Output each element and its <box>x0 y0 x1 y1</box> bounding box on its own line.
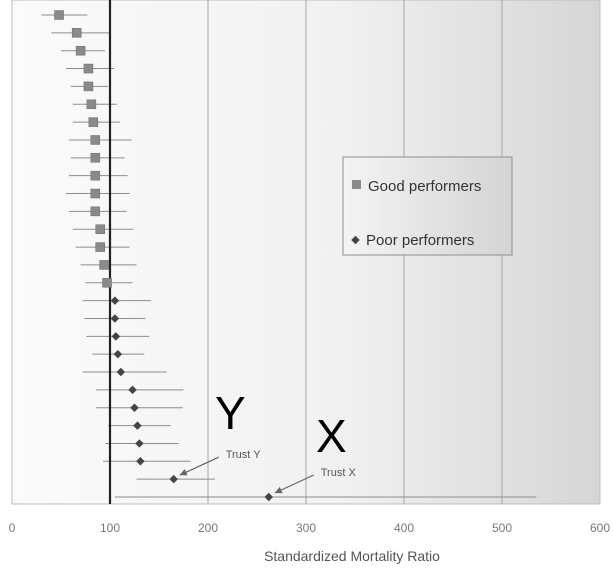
legend-entry-poor: Poor performers <box>366 232 474 249</box>
poor-performer-point <box>133 421 142 430</box>
poor-performer-point <box>111 332 121 341</box>
x-tick-label: 300 <box>296 521 316 535</box>
legend-diamond-icon <box>351 235 360 245</box>
good-performer-point <box>90 153 101 163</box>
annotation-trust-y: Trust Y <box>226 449 262 461</box>
poor-performer-point <box>130 403 139 412</box>
good-performer-point <box>95 242 105 252</box>
good-performer-point <box>54 10 64 20</box>
poor-performer-point <box>116 367 126 377</box>
good-performer-point <box>99 260 109 270</box>
poor-performer-point <box>264 492 274 502</box>
poor-performer-point <box>110 296 120 305</box>
annotations: Trust Y Trust X <box>179 449 357 494</box>
x-tick-label: 500 <box>492 521 512 535</box>
poor-performer-point <box>110 314 120 323</box>
good-performer-point <box>95 224 105 234</box>
legend-square-icon <box>352 180 361 189</box>
x-axis-title: Standardized Mortality Ratio <box>264 548 440 564</box>
poor-performer-point <box>169 474 178 484</box>
good-performer-point <box>88 117 99 127</box>
good-performer-point <box>102 278 112 288</box>
x-tick-label: 600 <box>590 521 610 535</box>
good-performer-point <box>90 170 101 181</box>
annotation-arrow <box>274 474 315 494</box>
good-performer-point <box>83 81 94 92</box>
poor-performer-point <box>113 349 123 359</box>
overlay-label-y: Y <box>215 387 246 439</box>
good-performer-point <box>75 45 86 56</box>
poor-performer-point <box>128 385 137 395</box>
legend: Good performers Poor performers <box>342 156 513 256</box>
data-points <box>54 10 274 502</box>
annotation-arrow <box>179 456 219 476</box>
annotation-trust-x: Trust X <box>321 467 357 479</box>
x-tick-label: 200 <box>198 521 218 535</box>
good-performer-point <box>86 99 97 110</box>
x-tick-label: 400 <box>394 521 414 535</box>
x-tick-label: 0 <box>9 521 16 535</box>
good-performer-point <box>90 206 101 217</box>
annotation-arrowhead <box>274 486 283 494</box>
x-tick-label: 100 <box>100 521 120 535</box>
x-axis: 0 100 200 300 400 500 600 <box>9 521 611 535</box>
overlay-label-x: X <box>316 410 347 462</box>
good-performer-point <box>90 135 101 145</box>
good-performer-point <box>90 188 101 199</box>
legend-box <box>342 156 513 256</box>
annotation-arrowhead <box>179 469 188 476</box>
good-performer-point <box>83 63 94 74</box>
poor-performer-point <box>136 457 145 466</box>
poor-performer-point <box>135 439 144 448</box>
legend-entry-good: Good performers <box>368 178 481 195</box>
good-performer-point <box>71 28 82 38</box>
